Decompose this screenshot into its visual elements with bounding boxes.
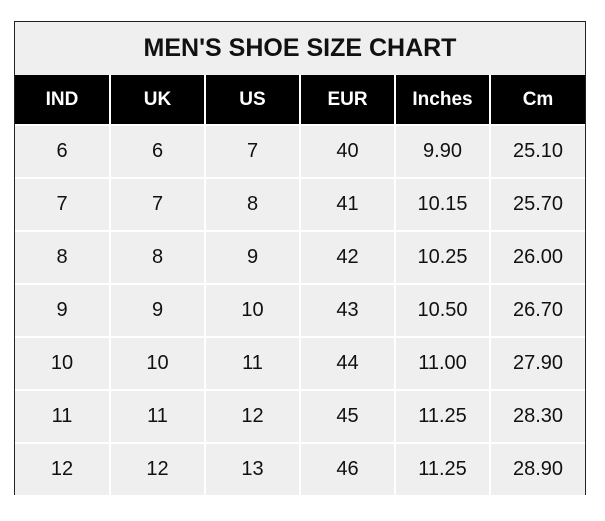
table-cell: 11 [204,336,301,391]
table-cell: 10.50 [394,283,491,338]
table-cell: 9 [109,283,206,338]
table-cell: 9 [204,230,301,285]
table-cell: 9.90 [394,124,491,179]
table-row: 6 6 7 40 9.90 25.10 [15,124,585,179]
table-cell: 10 [109,336,206,391]
column-header: UK [109,75,206,125]
table-cell: 13 [204,442,301,495]
column-header: EUR [299,75,396,125]
column-header: US [204,75,301,125]
table-cell: 7 [15,177,111,232]
table-cell: 8 [109,230,206,285]
column-header: Inches [394,75,491,125]
table-row: 11 11 12 45 11.25 28.30 [15,389,585,444]
table-cell: 40 [299,124,396,179]
size-chart: MEN'S SHOE SIZE CHART IND UK US EUR Inches Cm… [14,21,586,495]
table-cell: 11.25 [394,442,491,495]
table-cell: 12 [109,442,206,495]
table-row: 10 10 11 44 11.00 27.90 [15,336,585,391]
table-cell: 25.10 [489,124,585,179]
table-cell: 9 [15,283,111,338]
table-cell: 10.15 [394,177,491,232]
table-cell: 10 [15,336,111,391]
table-cell: 7 [204,124,301,179]
table-cell: 8 [204,177,301,232]
table-cell: 6 [15,124,111,179]
table-cell: 43 [299,283,396,338]
table-cell: 11.00 [394,336,491,391]
table-cell: 25.70 [489,177,585,232]
size-table: IND UK US EUR Inches Cm 6 6 7 40 9.90 25.10 7 7 8 41 10… [15,75,585,495]
table-cell: 7 [109,177,206,232]
table-row: 9 9 10 43 10.50 26.70 [15,283,585,338]
table-cell: 41 [299,177,396,232]
table-cell: 28.90 [489,442,585,495]
chart-title: MEN'S SHOE SIZE CHART [15,22,585,75]
column-header: Cm [489,75,585,125]
table-cell: 42 [299,230,396,285]
table-row: 7 7 8 41 10.15 25.70 [15,177,585,232]
column-header: IND [15,75,111,125]
table-row: 8 8 9 42 10.25 26.00 [15,230,585,285]
table-cell: 6 [109,124,206,179]
table-cell: 12 [15,442,111,495]
table-cell: 10.25 [394,230,491,285]
table-cell: 45 [299,389,396,444]
table-cell: 27.90 [489,336,585,391]
table-cell: 8 [15,230,111,285]
table-cell: 10 [204,283,301,338]
table-cell: 26.70 [489,283,585,338]
table-cell: 46 [299,442,396,495]
table-cell: 26.00 [489,230,585,285]
table-cell: 12 [204,389,301,444]
table-row: 12 12 13 46 11.25 28.90 [15,442,585,495]
table-cell: 11 [109,389,206,444]
header-row: IND UK US EUR Inches Cm [15,75,585,125]
table-cell: 44 [299,336,396,391]
table-cell: 11 [15,389,111,444]
table-cell: 28.30 [489,389,585,444]
table-cell: 11.25 [394,389,491,444]
